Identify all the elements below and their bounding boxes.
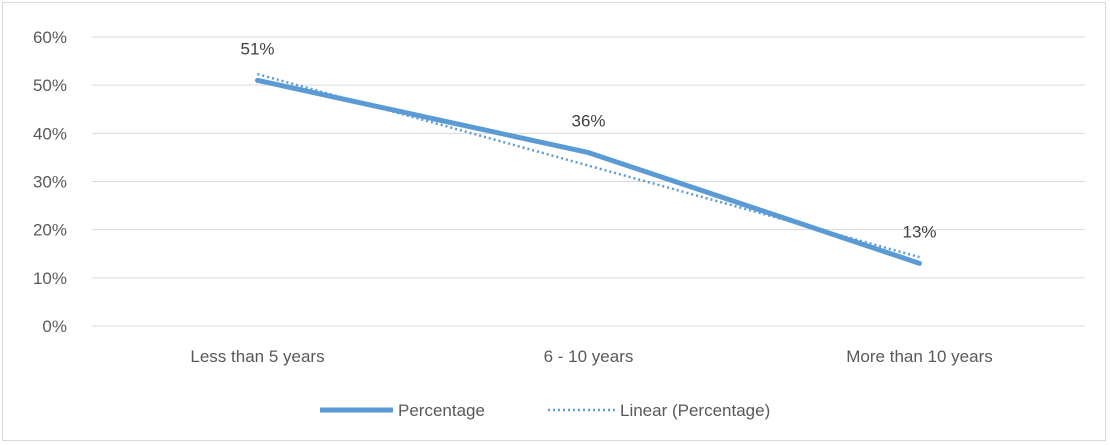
data-label: 13%	[902, 222, 936, 241]
x-tick-label: More than 10 years	[846, 347, 992, 366]
y-tick-label: 60%	[33, 28, 67, 47]
x-tick-label: Less than 5 years	[190, 347, 324, 366]
y-tick-label: 30%	[33, 173, 67, 192]
y-tick-label: 20%	[33, 221, 67, 240]
data-label: 36%	[571, 112, 605, 131]
y-tick-label: 40%	[33, 124, 67, 143]
x-tick-label: 6 - 10 years	[544, 347, 634, 366]
legend-label-linear: Linear (Percentage)	[620, 401, 770, 420]
data-label: 51%	[240, 39, 274, 58]
y-tick-label: 50%	[33, 76, 67, 95]
legend-label-percentage: Percentage	[398, 401, 485, 420]
series-line-percentage	[255, 77, 922, 266]
y-tick-label: 10%	[33, 269, 67, 288]
y-tick-label: 0%	[42, 317, 67, 336]
